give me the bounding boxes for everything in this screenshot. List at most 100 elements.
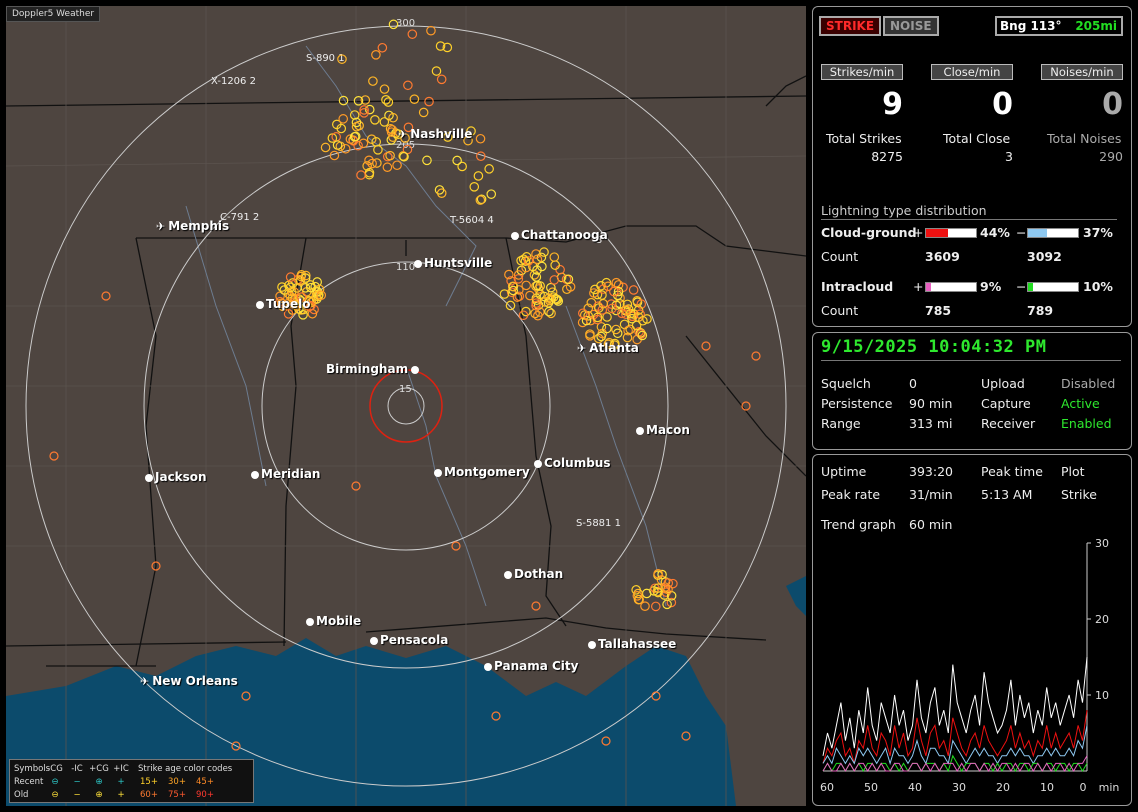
strike-marker: [585, 329, 595, 339]
total-strikes-value: 8275: [871, 149, 903, 164]
strike-marker: [513, 274, 524, 284]
strike-marker: [469, 182, 480, 192]
strike-marker: [491, 711, 501, 721]
pos-cg-recent-icon: ⊕: [95, 776, 103, 787]
strike-marker: [662, 599, 672, 610]
trend-series-line: [822, 755, 1088, 772]
strikes-per-min-value: 9: [882, 87, 903, 122]
persistence-label: Persistence: [821, 396, 893, 411]
city-marker: Chattanooga: [511, 228, 608, 242]
strike-marker: [592, 312, 603, 323]
x-tick-label: min: [1099, 781, 1120, 794]
plot-value[interactable]: Strike: [1061, 487, 1097, 502]
legend-pos-ic-label: +IC: [113, 763, 129, 774]
range-label-15: 15: [399, 384, 412, 395]
strike-marker: [603, 281, 613, 292]
close-per-min-button[interactable]: Close/min: [931, 64, 1013, 80]
strike-marker: [602, 323, 612, 334]
airplane-icon: ✈: [156, 220, 166, 233]
strike-marker: [627, 313, 637, 324]
strike-marker: [563, 274, 574, 285]
cg-minus-sign: −: [1016, 225, 1027, 240]
range-label-group: 300 205 110 15: [396, 18, 415, 395]
strike-marker: [337, 54, 347, 64]
strike-marker: [546, 308, 556, 319]
strike-marker: [393, 129, 404, 139]
strike-marker: [379, 84, 390, 94]
strike-marker: [338, 114, 349, 124]
x-tick-label: 20: [996, 781, 1010, 794]
total-strikes-label: Total Strikes: [826, 131, 902, 146]
strike-marker: [607, 303, 617, 314]
strike-marker: [377, 42, 388, 53]
strike-marker: [581, 315, 592, 326]
strike-marker: [521, 262, 531, 273]
strike-marker: [385, 150, 395, 161]
strike-marker: [611, 277, 622, 288]
uptime-label: Uptime: [821, 464, 867, 479]
strike-marker: [539, 247, 549, 257]
strike-marker: [340, 143, 351, 154]
noise-mode-button[interactable]: NOISE: [883, 16, 939, 36]
strike-marker: [551, 294, 562, 305]
strike-mode-button[interactable]: STRIKE: [819, 16, 882, 36]
strike-marker: [597, 305, 608, 315]
strike-marker: [356, 170, 366, 180]
trend-graph-label: Trend graph: [821, 517, 896, 532]
strike-marker: [532, 254, 543, 265]
strike-marker: [609, 340, 620, 350]
strike-marker: [520, 256, 531, 266]
strike-marker: [364, 104, 375, 115]
strike-marker: [475, 195, 486, 205]
pos-ic-old-icon: +: [117, 789, 125, 800]
strike-marker: [636, 299, 647, 309]
bearing-distance: 205mi: [1075, 19, 1117, 33]
strike-stats-panel: STRIKE NOISE Bng 113° 205mi Strikes/min …: [812, 6, 1132, 327]
strike-marker: [359, 105, 369, 115]
strike-marker: [422, 155, 432, 166]
strike-marker: [335, 141, 346, 152]
range-rings: [25, 25, 787, 787]
strike-marker: [602, 312, 612, 322]
trend-series-line: [822, 725, 1088, 766]
peak-time-value: 5:13 AM: [981, 487, 1033, 502]
strike-marker: [305, 300, 316, 311]
peak-rate-value: 31/min: [909, 487, 953, 502]
strike-marker: [521, 280, 532, 291]
strike-marker: [386, 127, 397, 137]
storm-tag: T-5604 4: [449, 215, 494, 226]
strike-marker: [484, 164, 494, 174]
strike-marker: [399, 151, 409, 162]
close-ring: [369, 369, 443, 443]
city-dot-icon: [534, 459, 542, 468]
age-30-label: 30+: [168, 776, 186, 787]
noises-per-min-button[interactable]: Noises/min: [1041, 64, 1123, 80]
strike-marker: [681, 731, 691, 741]
strike-marker: [424, 96, 434, 107]
app-title: Doppler5 Weather: [6, 6, 101, 22]
strike-marker: [475, 133, 486, 144]
strike-marker: [398, 151, 408, 161]
strike-marker: [486, 189, 497, 199]
strikes-per-min-button[interactable]: Strikes/min: [821, 64, 903, 80]
lightning-map[interactable]: 300 205 110 15 S-890 1 X-1206 2 C-791 2 …: [6, 6, 806, 806]
strike-marker: [506, 276, 516, 286]
strike-marker: [578, 308, 588, 319]
strike-marker: [383, 97, 394, 107]
strike-marker: [601, 736, 611, 746]
strike-marker: [296, 292, 307, 302]
strike-marker: [386, 135, 397, 145]
strike-marker: [442, 42, 453, 53]
strike-marker: [653, 587, 663, 598]
strike-marker: [532, 280, 543, 291]
strike-marker: [657, 569, 667, 580]
storm-tags: S-890 1 X-1206 2 C-791 2 T-5604 4 S-5881…: [211, 53, 621, 529]
strike-marker: [381, 95, 391, 105]
strike-marker: [436, 188, 447, 198]
strike-marker: [546, 282, 556, 293]
receiver-value: Enabled: [1061, 416, 1112, 431]
total-noises-value: 290: [1099, 149, 1123, 164]
strike-marker: [316, 290, 327, 301]
legend-pos-cg-label: +CG: [89, 763, 109, 774]
strike-marker: [382, 162, 393, 173]
